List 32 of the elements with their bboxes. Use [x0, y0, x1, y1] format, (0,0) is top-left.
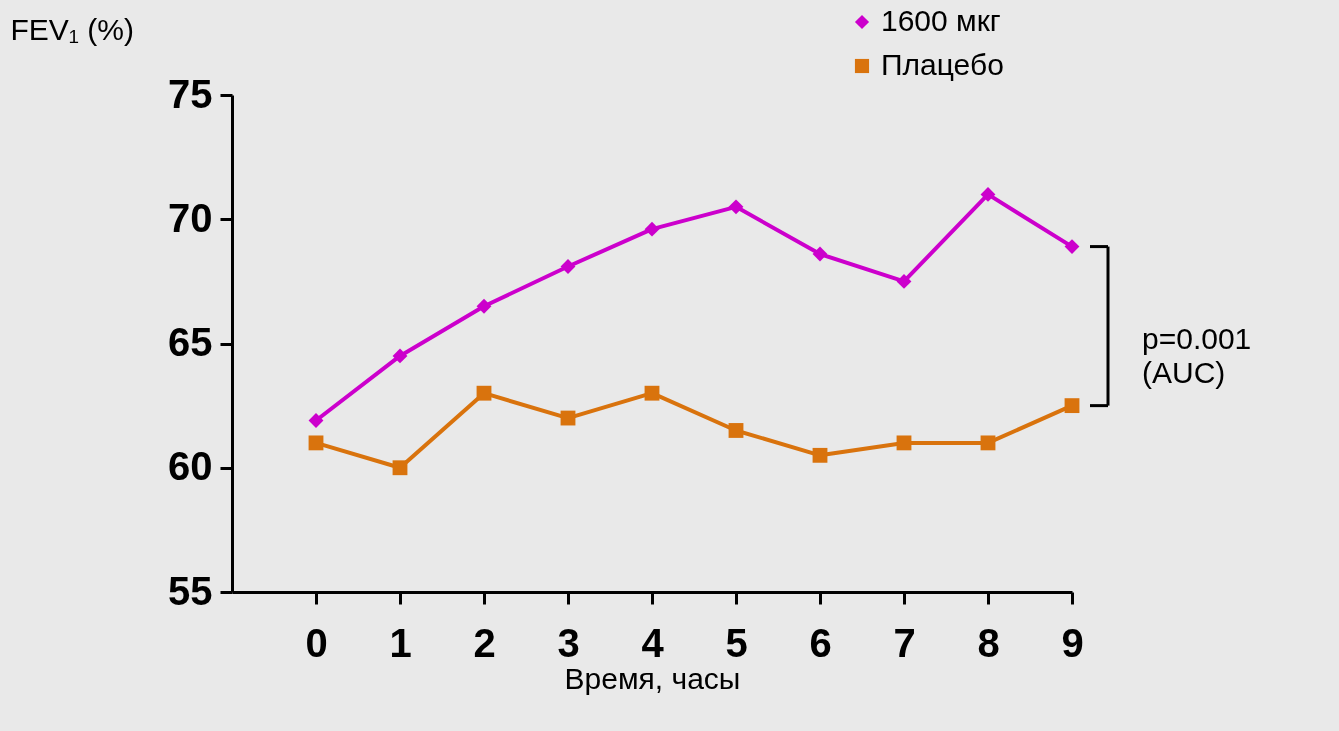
point — [896, 435, 912, 451]
y-tick-label: 55 — [168, 568, 213, 613]
y-tick-label: 75 — [168, 71, 213, 116]
point — [392, 460, 408, 476]
x-tick-label: 0 — [305, 620, 328, 665]
text: p=0.001 (AUC) — [1142, 322, 1252, 389]
point — [896, 273, 912, 289]
point — [980, 435, 996, 451]
point — [980, 186, 996, 202]
x-tick-label: 8 — [977, 620, 1000, 665]
y-tick-label: 60 — [168, 444, 213, 489]
y-tick-label: 65 — [168, 320, 213, 364]
point — [392, 348, 408, 364]
y-axis-title: FEV₁ (%) — [10, 12, 134, 46]
x-tick-label: 2 — [473, 620, 496, 665]
point — [812, 447, 828, 463]
point — [644, 221, 660, 237]
point — [1064, 398, 1080, 414]
point — [476, 385, 492, 401]
point — [728, 423, 744, 438]
legend-label: 1600 мкг — [881, 4, 1001, 37]
x-tick-label: 6 — [809, 620, 832, 665]
point — [728, 199, 744, 215]
x-tick-label: 7 — [893, 620, 916, 665]
point — [812, 246, 828, 262]
point — [308, 435, 324, 451]
point — [476, 298, 492, 314]
legend-label: Плацебо — [881, 48, 1004, 81]
x-tick-label: 1 — [389, 620, 412, 665]
x-tick-label: 9 — [1061, 620, 1084, 665]
y-tick-label: 70 — [168, 195, 213, 240]
point — [644, 385, 660, 401]
